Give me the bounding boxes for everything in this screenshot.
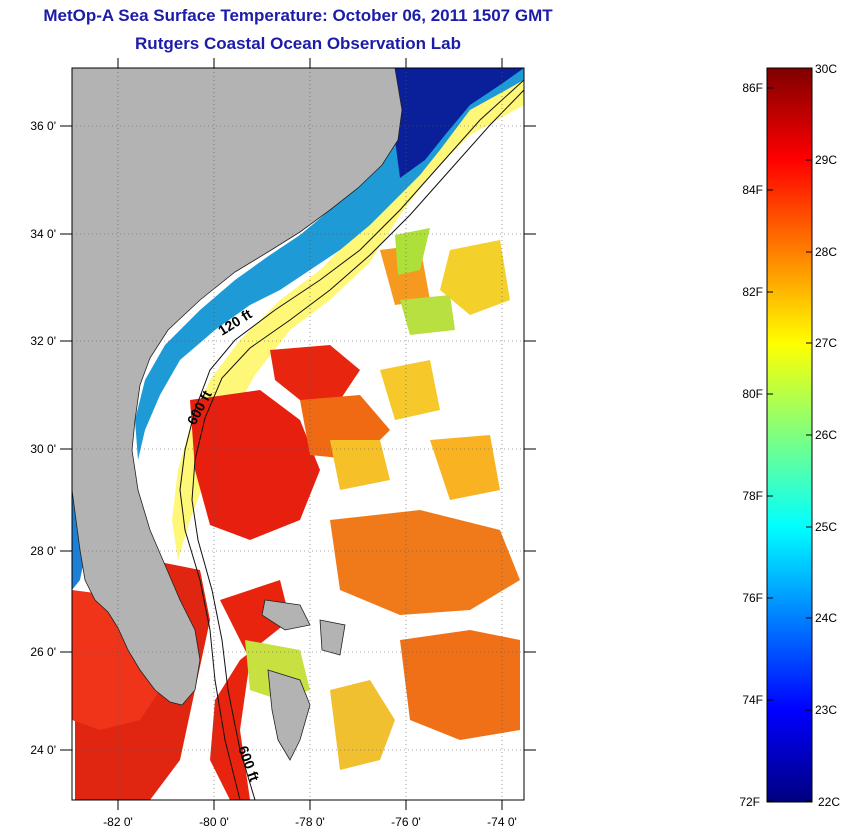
colorbar-label-27c: 27C <box>815 336 837 350</box>
lon-label-82: -82 0' <box>103 815 133 829</box>
map-area: 120 ft 600 ft 600 ft <box>72 68 524 800</box>
colorbar-label-72f: 72F <box>739 795 760 809</box>
coastal-cold-water <box>135 68 524 460</box>
colorbar-label-23c: 23C <box>815 703 837 717</box>
colorbar-label-74f: 74F <box>742 693 763 707</box>
colorbar-label-26c: 26C <box>815 428 837 442</box>
colorbar <box>766 67 813 803</box>
colorbar-label-86f: 86F <box>742 81 763 95</box>
sst-patches <box>72 75 524 800</box>
cold-water-core <box>390 68 524 178</box>
graticule <box>72 68 524 800</box>
colorbar-label-25c: 25C <box>815 520 837 534</box>
colorbar-label-24c: 24C <box>815 611 837 625</box>
contour-600ft <box>191 89 524 800</box>
colorbar-label-29c: 29C <box>815 153 837 167</box>
colorbar-label-78f: 78F <box>742 489 763 503</box>
lat-label-32: 32 0' <box>30 334 56 348</box>
lon-label-76: -76 0' <box>391 815 421 829</box>
lat-label-24: 24 0' <box>30 743 56 757</box>
colorbar-ticks-celsius <box>806 67 812 802</box>
colorbar-label-82f: 82F <box>742 285 763 299</box>
colorbar-label-76f: 76F <box>742 591 763 605</box>
lat-label-28: 28 0' <box>30 544 56 558</box>
lat-label-36: 36 0' <box>30 119 56 133</box>
map-ticks <box>60 58 536 810</box>
colorbar-label-84f: 84F <box>742 183 763 197</box>
map-subtitle: Rutgers Coastal Ocean Observation Lab <box>135 34 461 53</box>
colorbar-label-30c: 30C <box>815 62 837 76</box>
map-title: MetOp-A Sea Surface Temperature: October… <box>43 6 553 25</box>
lon-label-74: -74 0' <box>487 815 517 829</box>
bahamas-island-abaco <box>319 619 346 656</box>
lat-label-34: 34 0' <box>30 227 56 241</box>
map-frame <box>71 67 525 801</box>
colorbar-label-80f: 80F <box>742 387 763 401</box>
lon-label-80: -80 0' <box>199 815 229 829</box>
bahamas-island-andros <box>267 669 311 761</box>
lat-label-26: 26 0' <box>30 645 56 659</box>
bahamas-island-grand-bahama <box>261 599 311 631</box>
colorbar-label-28c: 28C <box>815 245 837 259</box>
lon-label-78: -78 0' <box>295 815 325 829</box>
colorbar-label-22c: 22C <box>818 795 840 809</box>
colorbar-ticks-fahrenheit <box>767 87 773 802</box>
contour-120ft <box>179 79 524 800</box>
north-america-landmass <box>72 68 403 706</box>
lat-label-30: 30 0' <box>30 442 56 456</box>
